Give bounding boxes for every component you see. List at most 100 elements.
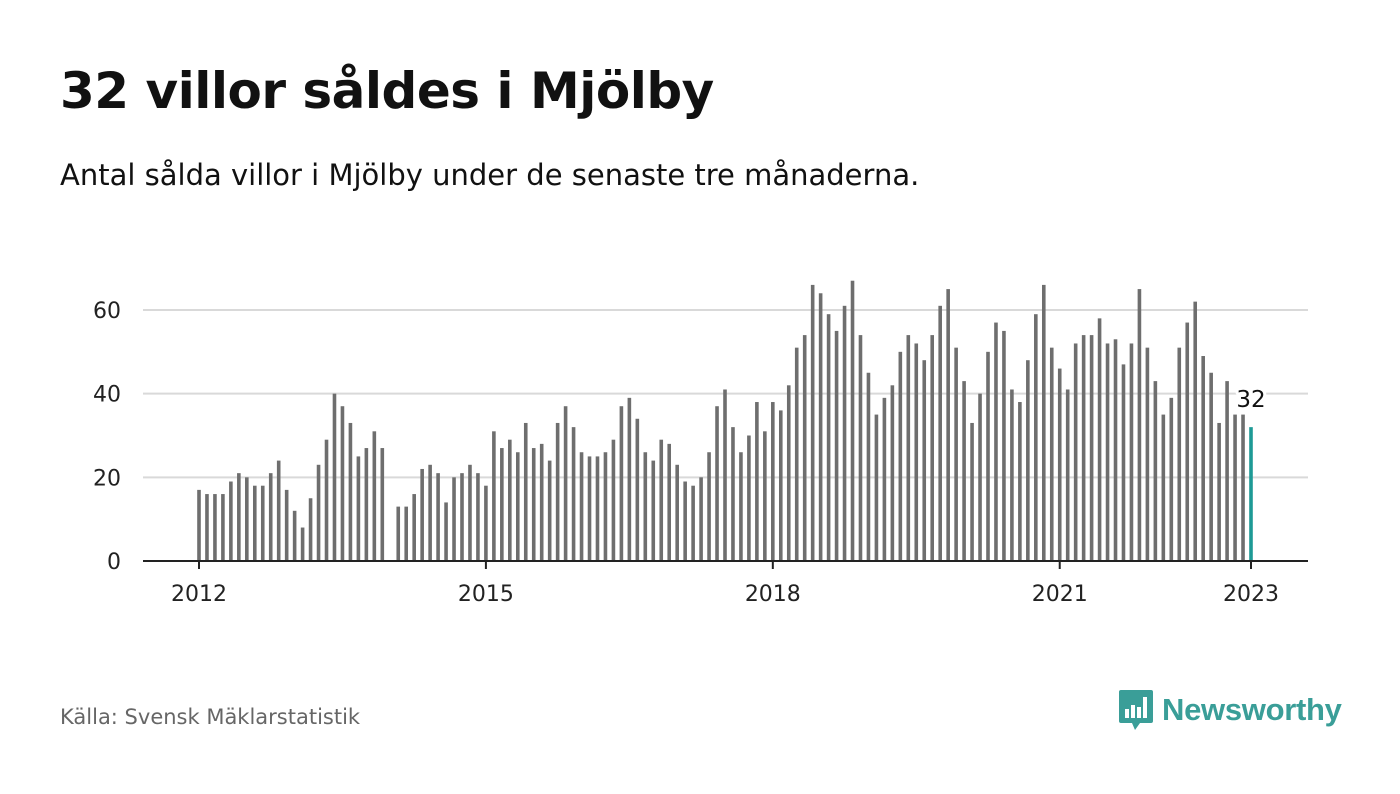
bar xyxy=(1041,284,1046,561)
bar xyxy=(492,431,496,561)
bar xyxy=(1177,347,1182,561)
bar xyxy=(364,448,369,561)
bar xyxy=(842,305,847,561)
bar xyxy=(1010,389,1014,561)
bar xyxy=(229,481,233,561)
bar xyxy=(420,468,424,561)
bar xyxy=(802,335,807,561)
y-tick-label: 0 xyxy=(107,550,121,575)
bar xyxy=(1225,381,1229,561)
bar xyxy=(1065,389,1070,561)
bar xyxy=(276,460,281,561)
bar xyxy=(1105,343,1110,561)
bar xyxy=(356,456,361,561)
bar xyxy=(476,473,480,561)
bar xyxy=(579,452,584,561)
bar xyxy=(1113,339,1118,561)
bar xyxy=(587,456,592,561)
bar xyxy=(882,397,887,561)
bar xyxy=(396,506,401,561)
bar xyxy=(603,452,608,561)
bar xyxy=(938,305,942,561)
bar xyxy=(619,406,624,561)
highlight-label-halo: 32 xyxy=(1236,387,1265,413)
bar xyxy=(1137,289,1142,561)
bar xyxy=(372,431,377,561)
x-tick-label: 2021 xyxy=(1032,582,1088,607)
bar xyxy=(715,406,719,561)
bar xyxy=(1193,301,1198,561)
bar xyxy=(810,284,815,561)
bar xyxy=(1145,347,1150,561)
bar xyxy=(946,289,950,561)
bar xyxy=(252,485,257,561)
bar xyxy=(444,502,448,561)
bar xyxy=(268,473,273,561)
bar xyxy=(898,351,903,561)
bar xyxy=(412,494,416,561)
bar-highlight xyxy=(1249,427,1253,561)
bar xyxy=(197,489,201,561)
bar xyxy=(245,477,249,561)
bar xyxy=(404,506,409,561)
bar xyxy=(675,464,679,561)
bar xyxy=(914,343,919,561)
bar xyxy=(611,439,616,561)
bar xyxy=(723,389,727,561)
bar xyxy=(292,510,297,561)
bar xyxy=(699,477,703,561)
bar xyxy=(683,481,687,561)
bar xyxy=(826,314,831,561)
bar xyxy=(555,422,560,561)
bar xyxy=(452,477,456,561)
bar xyxy=(563,406,568,561)
bar xyxy=(1209,372,1213,561)
bar xyxy=(523,422,528,561)
bar xyxy=(667,443,672,561)
bar xyxy=(978,393,982,561)
bar xyxy=(786,385,791,561)
bar xyxy=(1217,422,1221,561)
bar xyxy=(316,464,321,561)
bar xyxy=(205,494,209,561)
bar xyxy=(1073,343,1078,561)
bar xyxy=(468,464,472,561)
bar xyxy=(1002,330,1006,561)
y-tick-label: 20 xyxy=(93,466,121,491)
bar xyxy=(1169,397,1174,561)
bar xyxy=(539,443,544,561)
bar xyxy=(858,335,863,561)
bar xyxy=(515,452,520,561)
bar xyxy=(1241,414,1245,561)
bar xyxy=(994,322,998,561)
brand-name: Newsworthy xyxy=(1162,692,1342,727)
bar xyxy=(970,422,974,561)
bar xyxy=(348,422,353,561)
bar xyxy=(428,464,432,561)
bar xyxy=(436,473,440,561)
bar xyxy=(930,335,935,561)
bar xyxy=(1201,356,1205,561)
bar xyxy=(1161,414,1166,561)
bar xyxy=(1026,360,1030,561)
chart-subtitle: Antal sålda villor i Mjölby under de sen… xyxy=(60,158,920,192)
bar xyxy=(659,439,664,561)
bar xyxy=(747,435,751,561)
bar xyxy=(1097,318,1102,561)
x-tick-label: 2018 xyxy=(745,582,801,607)
bar xyxy=(1089,335,1094,561)
bar xyxy=(332,393,337,561)
bar xyxy=(324,439,329,561)
bar xyxy=(794,347,799,561)
bar xyxy=(1185,322,1190,561)
bar xyxy=(763,431,767,561)
bar xyxy=(308,498,313,561)
bar xyxy=(866,372,871,561)
bar xyxy=(954,347,958,561)
bar xyxy=(260,485,265,561)
x-tick-label: 2023 xyxy=(1223,582,1279,607)
bar xyxy=(707,452,711,561)
bar xyxy=(739,452,743,561)
